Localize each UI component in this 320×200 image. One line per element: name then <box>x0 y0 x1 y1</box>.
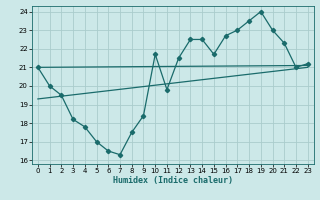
X-axis label: Humidex (Indice chaleur): Humidex (Indice chaleur) <box>113 176 233 185</box>
